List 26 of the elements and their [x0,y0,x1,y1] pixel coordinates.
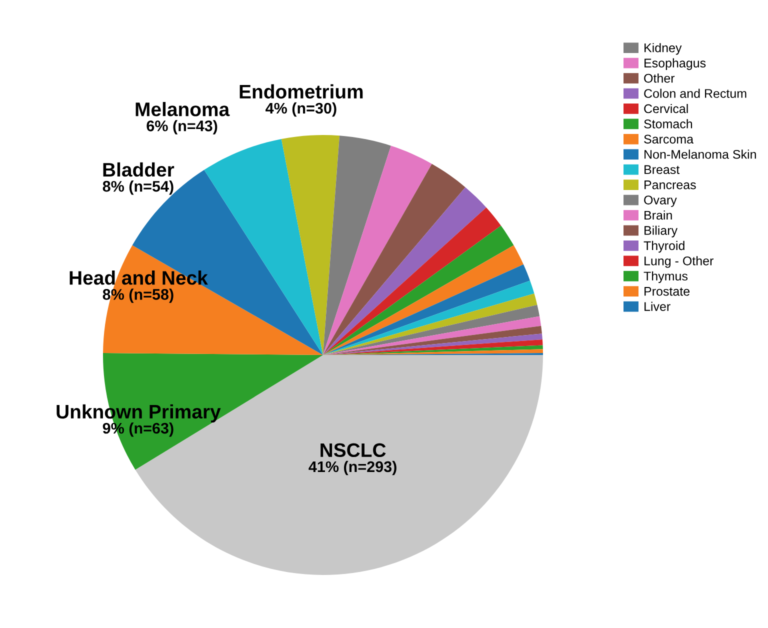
data-label: 4% (n=30) [266,102,336,117]
legend-label: Colon and Rectum [644,88,746,98]
slice-label: Melanoma [136,102,230,116]
legend-label: Lung - Other [644,256,714,268]
legend-label: Biliary [644,226,678,238]
legend-label: Brain [644,210,672,220]
data-label: 41% (n=293) [308,460,396,476]
legend-label: Ovary [644,196,677,207]
slice-label: Endometrium [240,84,363,99]
data-label: 8% (n=54) [102,180,174,195]
legend-label: Sarcoma [644,134,694,144]
legend-label: Non-Melanoma Skin [644,150,756,159]
legend-label: Breast [644,165,680,174]
legend-label: Esophagus [644,58,706,70]
slice-label: Bladder [103,162,174,177]
legend-label: Liver [644,302,670,311]
legend-label: Thyroid [644,240,684,253]
legend-label: Cervical [644,104,688,114]
legend-label: Other [644,74,675,83]
legend-label: Stomach [644,119,692,128]
legend-label: Kidney [644,43,682,55]
slice-label: NSCLC [320,443,386,458]
legend-label: Pancreas [644,180,696,190]
data-label: 6% (n=43) [146,120,218,134]
legend-label: Prostate [644,287,690,296]
legend-label: Thymus [644,271,688,284]
